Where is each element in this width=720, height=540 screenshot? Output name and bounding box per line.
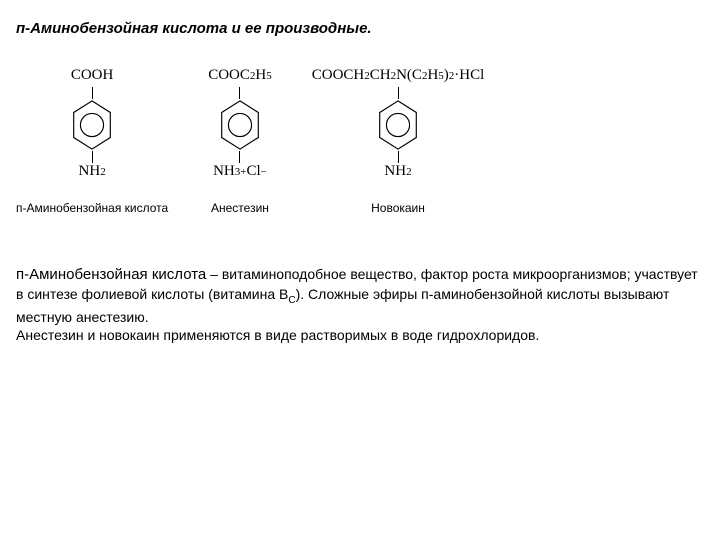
compound-name-1: п-Аминобензойная кислота — [16, 201, 168, 215]
structures-row: COOH NH2 п-Аминобензойная кислота COOC2H… — [16, 67, 704, 215]
bond-bottom-1 — [92, 151, 93, 163]
bond-bottom-3 — [398, 151, 399, 163]
compound-name-2: Анестезин — [211, 201, 269, 215]
structure-3: COOCH2CH2N(C2H5)2·HCl NH2 Новокаин — [312, 67, 485, 215]
bottom-group-3: NH2 — [384, 163, 411, 183]
top-group-2: COOC2H5 — [208, 67, 272, 87]
top-group-1: COOH — [71, 67, 114, 87]
bond-top-2 — [239, 87, 240, 99]
ring-2 — [217, 99, 263, 151]
ring-1 — [69, 99, 115, 151]
page-title: п-Аминобензойная кислота и ее производны… — [16, 20, 704, 37]
compound-name-3: Новокаин — [371, 201, 425, 215]
bottom-group-2: NH3+Cl− — [213, 163, 267, 183]
bond-top-3 — [398, 87, 399, 99]
bond-top-1 — [92, 87, 93, 99]
body-paragraph: п-Аминобензойная кислота – витаминоподоб… — [16, 265, 704, 345]
bottom-group-1: NH2 — [79, 163, 106, 183]
top-group-3: COOCH2CH2N(C2H5)2·HCl — [312, 67, 485, 87]
structure-2: COOC2H5 NH3+Cl− Анестезин — [208, 67, 272, 215]
structure-1: COOH NH2 п-Аминобензойная кислота — [16, 67, 168, 215]
ring-3 — [375, 99, 421, 151]
bond-bottom-2 — [239, 151, 240, 163]
